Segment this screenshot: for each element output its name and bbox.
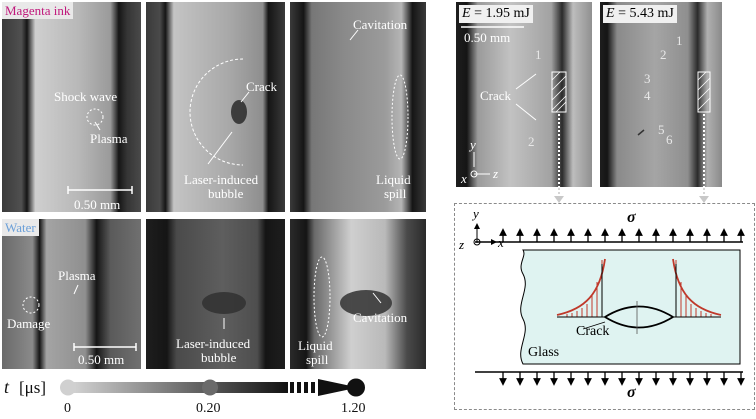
tick-120: 1.20 (341, 401, 366, 416)
schematic-axis-x: x (498, 235, 504, 250)
crack5-number-5: 5 (658, 122, 665, 137)
sigma-bottom: σ (627, 384, 636, 401)
water-frame-1-marks (22, 284, 137, 351)
cavitation-label: Cavitation (353, 17, 408, 32)
axis-x-label: x (461, 171, 467, 186)
crack-arrow (240, 91, 250, 103)
plasma-label: Plasma (90, 131, 128, 146)
cavitation-arrow (349, 29, 359, 41)
energy-tag-2: E = 5.43 mJ (603, 5, 677, 23)
crack-arrow-down (515, 103, 537, 121)
scale-label: 0.50 mm (74, 197, 121, 212)
spill-ellipse (391, 74, 409, 160)
shock-wave-circle (86, 108, 104, 126)
crack-frame-e543-marks (637, 71, 711, 187)
crack-arrow-up (515, 73, 537, 90)
axis-y-label: y (470, 137, 476, 152)
damage-label: Damage (7, 316, 51, 331)
crack5-number-3: 3 (644, 71, 651, 86)
tick-0: 0 (64, 401, 71, 416)
crack-number-2: 2 (528, 134, 535, 149)
damage-circle (22, 296, 40, 314)
stress-schematic: σ σ Crack Glass y z x (454, 203, 755, 410)
timeline-dot-120 (347, 378, 365, 397)
bottom-arrows (499, 372, 745, 386)
energy-symbol-2: E (606, 6, 615, 21)
bubble-arrow (207, 131, 233, 165)
energy-value-2: = 5.43 mJ (618, 6, 674, 21)
schematic-axis-z: z (459, 237, 465, 252)
crack-label-schematic: Crack (576, 324, 610, 339)
connector-arrows (554, 188, 709, 203)
crack-number-1: 1 (535, 47, 542, 62)
water-tag: Water (2, 219, 39, 236)
crack-label: Crack (246, 79, 278, 94)
magenta-ink-tag: Magenta ink (2, 2, 74, 19)
scale-label-e195: 0.50 mm (464, 30, 511, 45)
crack-frame-e195: E = 1.95 mJ 0.50 mm Crack 1 2 y x z (456, 2, 592, 187)
hatch-box-1 (551, 71, 567, 113)
energy-value-1: = 1.95 mJ (474, 6, 530, 21)
water-frame-3: Liquid spill Cavitation (290, 219, 426, 369)
crack-lens (603, 305, 675, 329)
cavitation-dark (340, 290, 392, 316)
crack-frame-e543: E = 5.43 mJ 1 2 3 4 5 6 (600, 2, 722, 187)
cavitation-label-water: Cavitation (353, 310, 408, 325)
plasma-label-water: Plasma (58, 268, 96, 283)
energy-symbol-1: E (462, 6, 471, 21)
bubble-dark (231, 100, 247, 124)
magenta-frame-2-marks (189, 58, 250, 166)
bubble-label-water-2: bubble (201, 350, 237, 365)
crack5-number-4: 4 (644, 88, 651, 103)
timeline-arrow (60, 378, 365, 397)
spill-label-water-1: Liquid (298, 338, 333, 353)
crack5-number-6: 6 (666, 132, 673, 147)
water-frame-2-marks (202, 292, 246, 329)
crack5-number-2: 2 (660, 47, 667, 62)
spill-label-1: Liquid (376, 172, 411, 187)
timeline-t: t (4, 377, 10, 397)
crack-frame-e195-marks (461, 26, 567, 187)
tick-020: 0.20 (196, 401, 221, 416)
timeline-dot-0 (60, 379, 76, 396)
shock-front-arc (189, 58, 244, 166)
axis-z-label: z (493, 166, 499, 181)
water-frame-1: Water Plasma Damage 0.50 mm (2, 219, 141, 369)
bubble-label-1: Laser-induced (184, 172, 259, 187)
shock-wave-label: Shock wave (54, 89, 118, 104)
energy-tag-1: E = 1.95 mJ (459, 5, 533, 23)
water-frame-2: Laser-induced bubble (146, 219, 285, 369)
magenta-frame-3-marks (349, 29, 409, 160)
magenta-frame-3: Cavitation Liquid spill (290, 2, 426, 212)
sigma-top: σ (627, 209, 636, 226)
crack-label-e195: Crack (480, 88, 512, 103)
spill-ellipse-water (313, 256, 331, 338)
top-arrows (499, 228, 745, 242)
cavitation-arrow-water (372, 292, 382, 304)
timeline-unit: [μs] (19, 378, 47, 397)
crack5-number-1: 1 (676, 33, 683, 48)
water-frame-3-marks (313, 256, 392, 338)
bubble-label-2: bubble (208, 186, 244, 201)
stress-schematic-drawing (473, 223, 745, 386)
axis-x-dot (470, 170, 478, 178)
magenta-frame-2: Crack Laser-induced bubble (146, 2, 285, 212)
schematic-axis-y: y (473, 206, 479, 221)
timeline-dot-020 (202, 379, 218, 396)
spill-label-2: spill (384, 186, 407, 201)
magenta-frame-1-marks (67, 108, 133, 194)
scale-label-water: 0.50 mm (78, 352, 125, 367)
glass-label: Glass (528, 345, 560, 360)
hatch-box-2 (697, 71, 711, 113)
bubble-dark-water (202, 292, 246, 314)
plasma-arrow (94, 121, 101, 131)
plasma-arrow-water (73, 284, 79, 295)
magenta-frame-1: Magenta ink Shock wave Plasma 0.50 mm (2, 2, 141, 212)
spill-label-water-2: spill (306, 352, 329, 367)
bubble-label-water-1: Laser-induced (176, 336, 251, 351)
